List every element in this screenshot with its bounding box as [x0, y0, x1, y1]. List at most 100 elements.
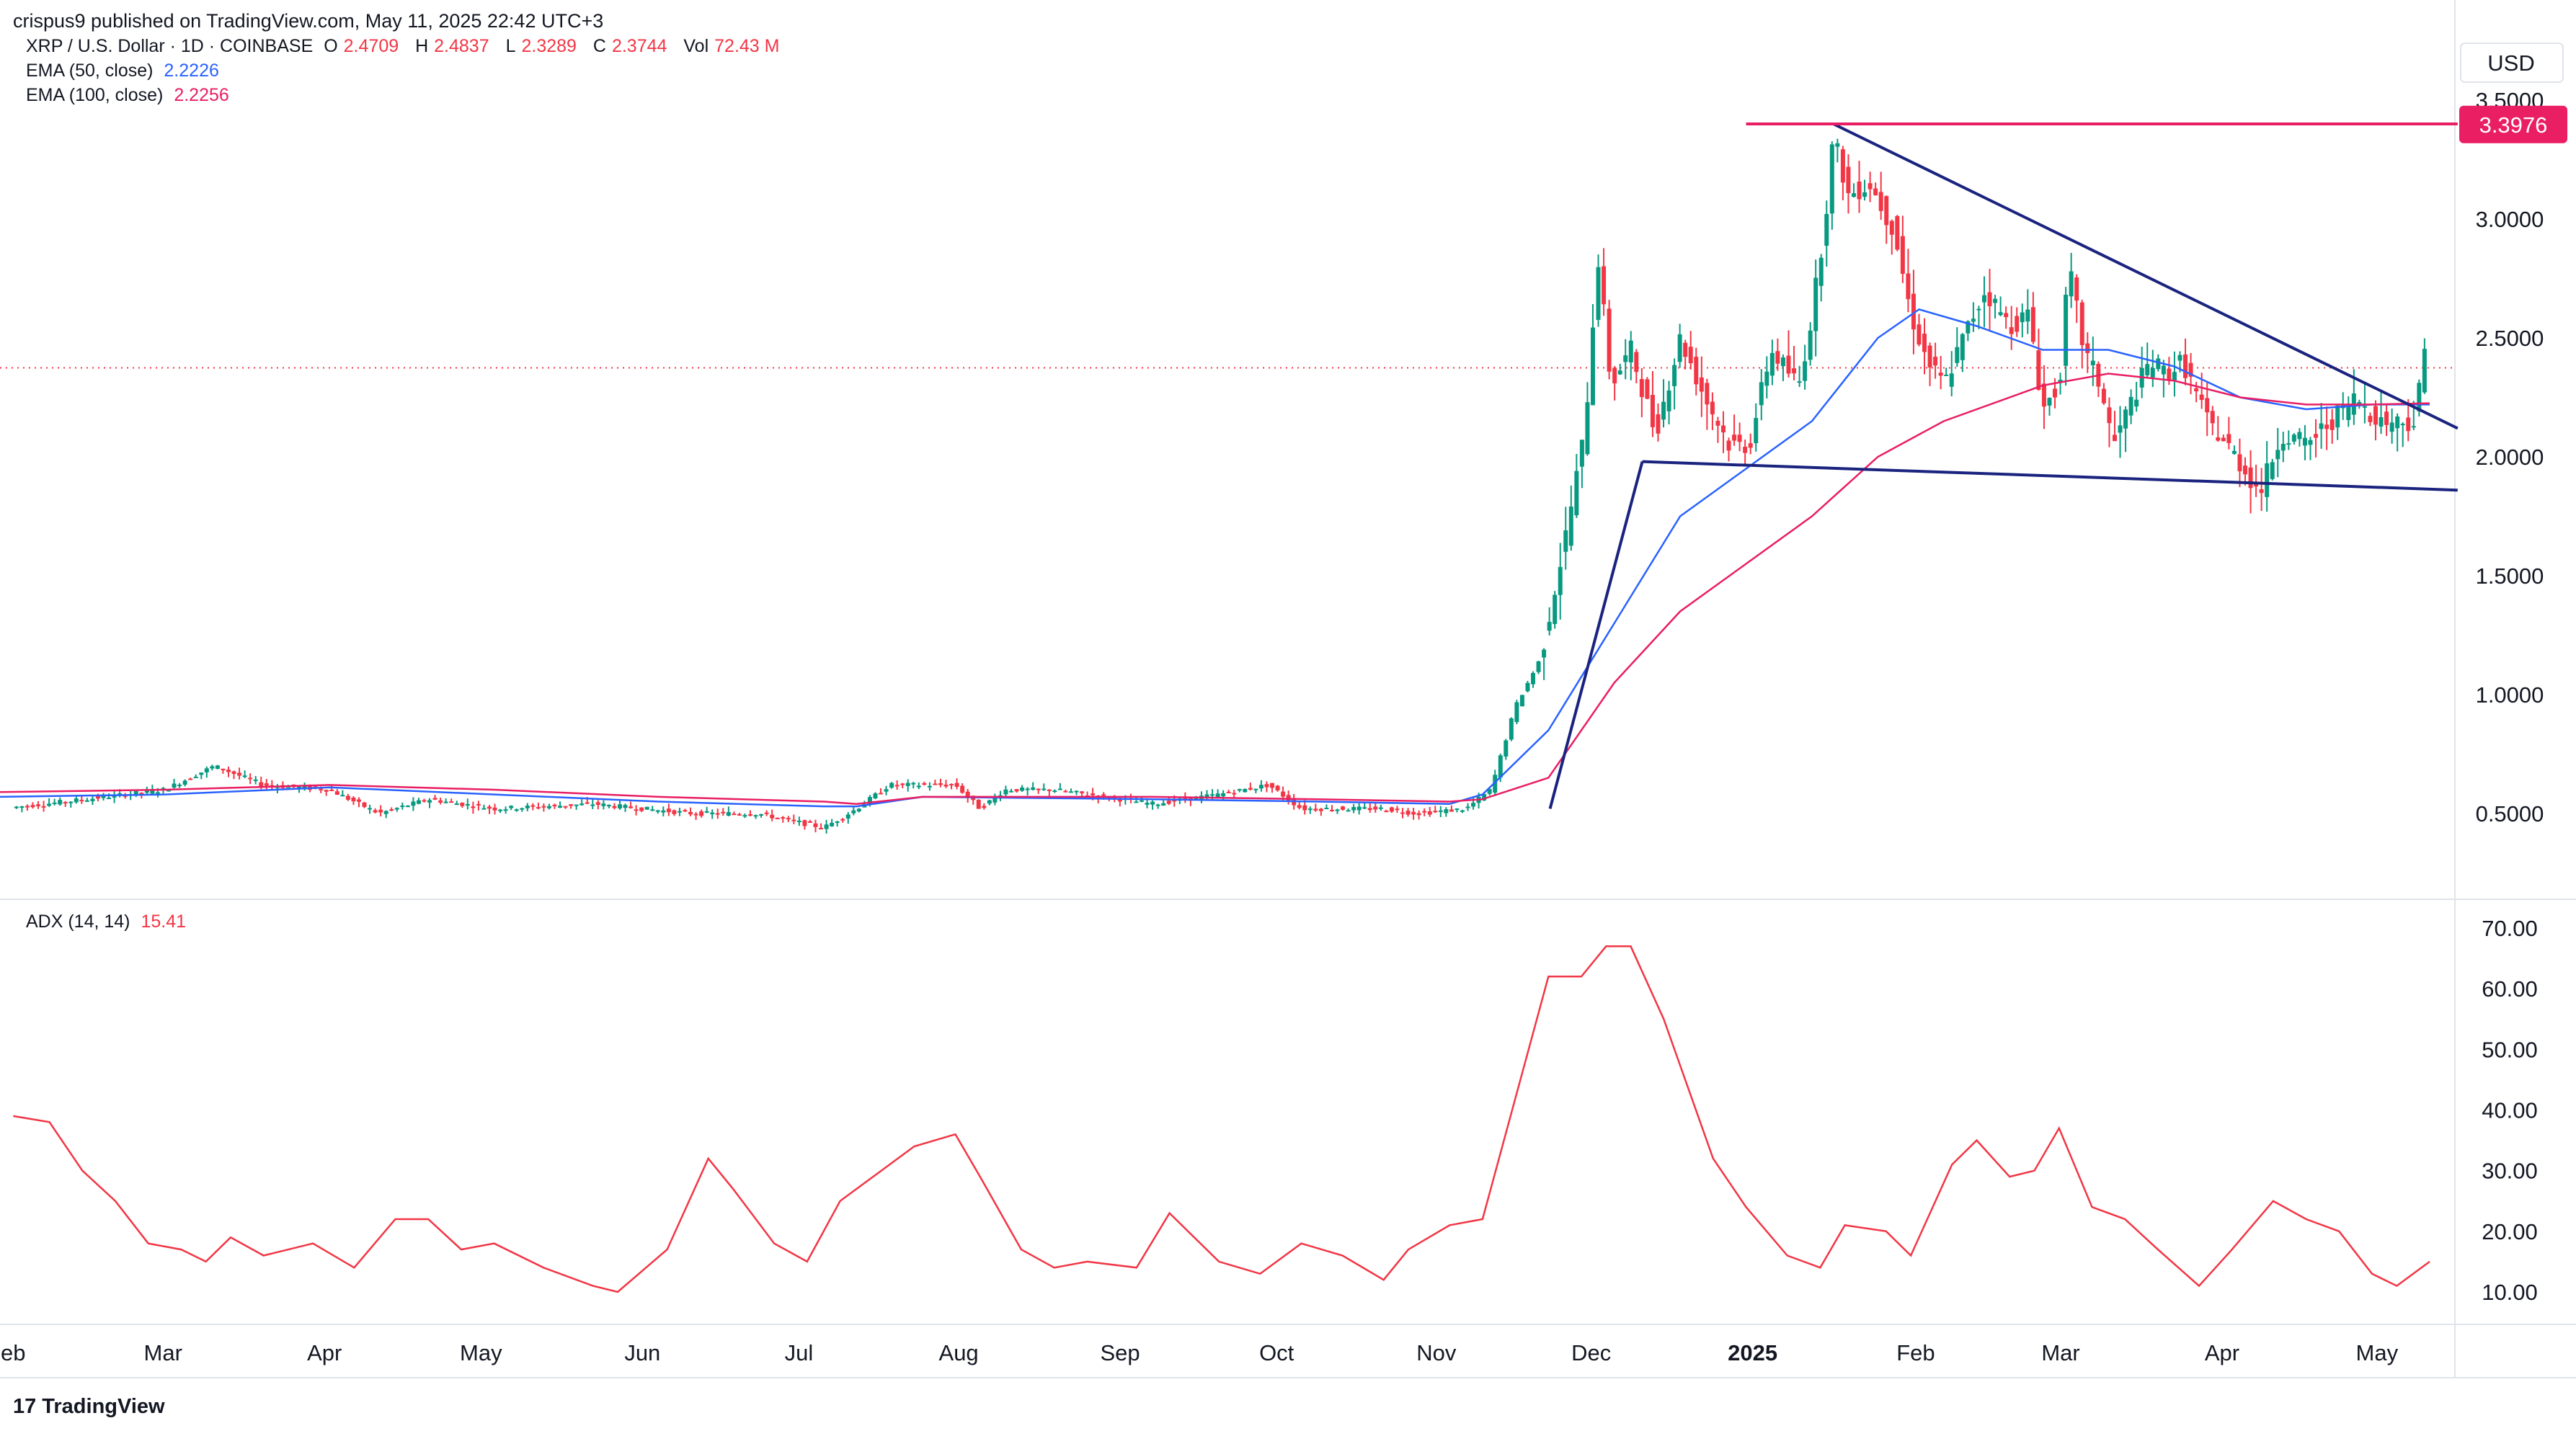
candle-body — [1971, 318, 1976, 322]
time-tick-label: Sep — [1100, 1340, 1140, 1365]
candle-body — [1525, 682, 1530, 692]
candle-body — [911, 783, 916, 785]
candle-body — [1987, 292, 1992, 306]
candle-body — [590, 804, 595, 806]
time-tick-label: Mar — [144, 1340, 182, 1365]
candle-body — [373, 810, 378, 813]
candle-body — [1454, 808, 1460, 811]
candle-body — [840, 819, 845, 821]
candle-body — [1726, 440, 1731, 451]
ohlc-close: C 2.3744 — [592, 36, 667, 56]
candle-body — [634, 809, 639, 811]
candle-body — [710, 812, 715, 815]
candle-body — [297, 786, 302, 789]
candle-body — [1237, 789, 1242, 791]
candle-body — [177, 785, 182, 787]
candle-body — [1715, 421, 1720, 426]
time-tick-label: Jun — [624, 1340, 660, 1365]
candle-body — [498, 809, 503, 811]
candle-body — [2107, 407, 2112, 424]
candle-body — [107, 798, 112, 800]
candle-body — [1878, 192, 1883, 211]
tradingview-logo-icon: 17 — [13, 1395, 37, 1418]
price-tick-label: 0.5000 — [2476, 801, 2544, 826]
candle-body — [856, 808, 861, 812]
candle-body — [204, 768, 209, 772]
candle-body — [2406, 417, 2411, 432]
candle-body — [188, 778, 193, 780]
adx-tick-label: 20.00 — [2482, 1219, 2538, 1244]
candle-body — [368, 808, 373, 810]
candle-body — [166, 790, 172, 792]
candle-body — [830, 822, 835, 826]
candle-body — [1623, 355, 1628, 362]
candle-body — [1547, 622, 1552, 631]
candle-body — [1981, 295, 1986, 303]
ema100-legend[interactable]: EMA (100, close) 2.2256 — [26, 85, 235, 106]
time-tick-label: Apr — [2205, 1340, 2239, 1365]
candle-body — [1596, 267, 1601, 320]
candle-body — [992, 796, 998, 803]
candle-body — [747, 814, 752, 816]
candle-body — [2074, 277, 2079, 301]
candle-body — [775, 817, 780, 819]
candle-body — [345, 795, 350, 800]
candle-body — [873, 793, 878, 798]
candle-body — [1226, 791, 1231, 793]
candle-body — [965, 791, 970, 798]
adx-pane[interactable] — [13, 945, 2430, 1293]
candle-body — [487, 806, 492, 809]
ema50-legend[interactable]: EMA (50, close) 2.2226 — [26, 61, 225, 81]
candle-body — [2167, 368, 2172, 380]
candle-body — [1433, 811, 1438, 813]
candle-body — [362, 802, 367, 807]
candle-body — [36, 804, 41, 806]
candle-body — [2280, 444, 2286, 451]
candle-body — [1117, 799, 1122, 802]
candle-body — [2079, 302, 2084, 345]
candle-body — [824, 824, 829, 829]
tradingview-footer[interactable]: 17 TradingView — [13, 1395, 165, 1419]
candle-body — [422, 800, 427, 802]
candle-body — [14, 806, 19, 808]
candle-body — [2346, 404, 2351, 420]
candle-body — [759, 813, 764, 816]
candle-body — [1694, 357, 1699, 385]
candle-body — [1933, 357, 1938, 366]
candle-body — [1504, 740, 1509, 757]
tradingview-brand: TradingView — [42, 1395, 165, 1418]
candle-body — [79, 800, 84, 802]
candle-body — [2221, 437, 2226, 442]
candle-body — [1737, 434, 1742, 442]
candle-body — [1857, 182, 1862, 200]
candle-body — [2411, 426, 2416, 428]
candle-body — [819, 828, 824, 830]
ema100-line — [0, 373, 2430, 806]
candle-body — [1710, 401, 1715, 415]
candle-body — [302, 785, 307, 789]
candle-body — [699, 811, 704, 816]
candle-body — [742, 815, 747, 817]
currency-box[interactable] — [2460, 43, 2564, 83]
candle-body — [47, 803, 52, 806]
candle-body — [1183, 798, 1188, 800]
adx-tick-label: 40.00 — [2482, 1098, 2538, 1123]
candle-body — [791, 819, 796, 821]
candle-body — [1993, 298, 1998, 303]
candle-body — [1862, 192, 1867, 197]
candle-body — [503, 809, 508, 811]
price-pane[interactable] — [0, 122, 2459, 834]
candle-body — [155, 792, 160, 794]
adx-tick-label: 10.00 — [2482, 1280, 2538, 1305]
candle-body — [672, 810, 677, 814]
candle-body — [2118, 425, 2123, 433]
candle-body — [1074, 790, 1079, 793]
candle-body — [1140, 800, 1145, 802]
time-tick-label: eb — [1, 1340, 25, 1365]
candle-body — [558, 806, 563, 808]
time-tick-label: Nov — [1416, 1340, 1457, 1365]
candle-body — [2422, 349, 2427, 393]
candle-body — [199, 772, 204, 775]
adx-legend[interactable]: ADX (14, 14) 15.41 — [26, 911, 192, 932]
